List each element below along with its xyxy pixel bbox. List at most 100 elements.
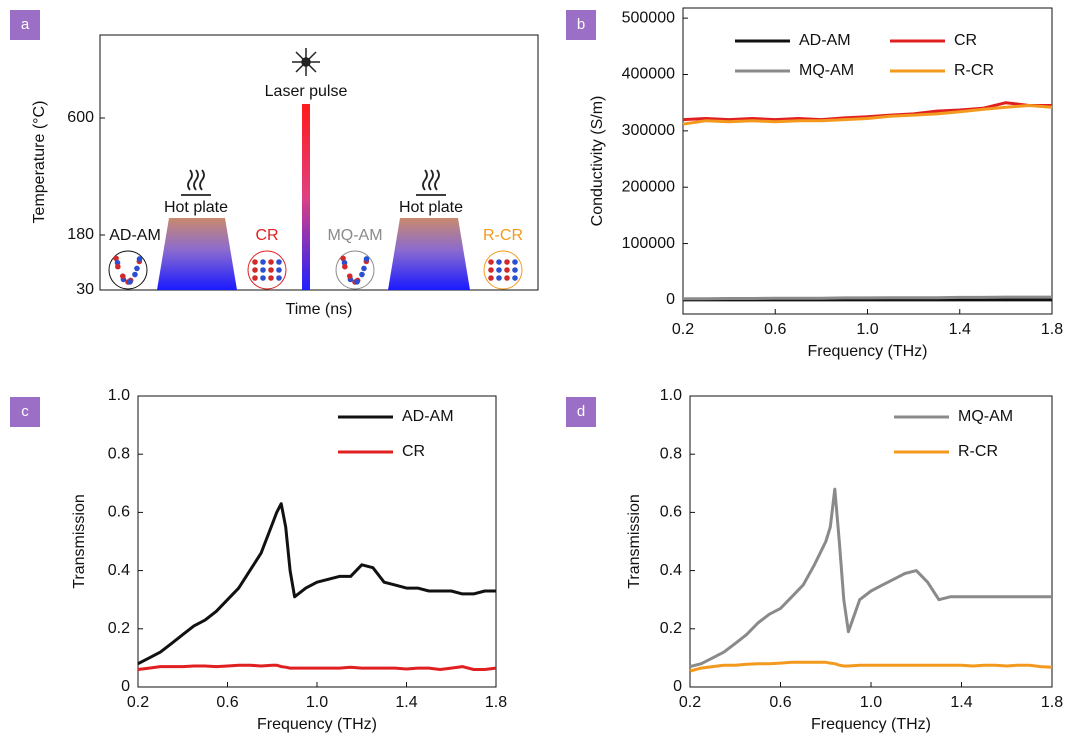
x-tick-label: 1.4 [395,694,417,711]
laser-bar [302,104,310,290]
cluster-outline [247,250,287,290]
y-axis-label: Transmission [71,494,88,589]
data-line [682,101,1052,122]
legend-label: CR [954,32,977,49]
atom [113,255,119,262]
data-line [689,660,1053,673]
panel-badge [566,10,596,40]
y-tick-label: 400000 [622,66,675,83]
y-tick-label: 200000 [622,178,675,195]
atom [268,275,274,281]
atom [354,279,360,285]
atom [342,263,348,270]
atom [252,259,258,265]
y-tick-label: 0.6 [108,504,130,521]
atom [496,259,502,265]
atom [504,267,510,273]
atom [496,267,502,273]
y-axis-label: Temperature (°C) [31,101,48,224]
y-tick-label: 0 [673,678,682,695]
x-axis-label: Frequency (THz) [257,716,377,733]
x-tick-label: 0.6 [216,694,238,711]
x-tick-label: 1.0 [860,694,882,711]
atom [132,271,138,278]
plot-frame [682,7,1053,315]
legend-label: AD-AM [799,32,851,49]
x-tick-label: 0.2 [127,694,149,711]
atom-cluster [108,250,148,290]
atom [361,265,367,272]
y-tick-label: 0.8 [108,445,130,462]
annotation: Hot plate [164,199,228,216]
y-tick-label: 0.6 [660,504,682,521]
panel-label: d [577,403,585,420]
panel-label: c [21,403,29,420]
atom [488,259,494,265]
plot-frame [689,395,1053,688]
plot-frame [137,395,497,688]
atom [260,275,266,281]
atom [252,275,258,281]
y-tick-label: 300000 [622,122,675,139]
x-tick-label: 0.2 [672,321,694,338]
annotation: Hot plate [399,199,463,216]
x-tick-label: 1.0 [856,321,878,338]
y-tick-label: 0.4 [108,562,130,579]
panel-label: a [21,16,30,33]
atom [496,275,502,281]
atom [260,267,266,273]
data-line [137,663,497,671]
y-axis-label: Transmission [626,494,643,589]
atom [512,259,518,265]
atom [488,275,494,281]
atom [504,259,510,265]
atom [127,279,133,285]
legend-label: R-CR [954,62,994,79]
laser-icon [292,48,320,76]
atom [504,275,510,281]
atom [136,256,143,262]
x-tick-label: 1.4 [950,694,972,711]
data-line [682,104,1053,126]
atom [276,259,282,265]
hot-plate-ramp [157,218,237,290]
x-tick-label: 1.8 [1041,321,1063,338]
y-tick-label: 0.4 [660,562,682,579]
x-tick-label: 1.8 [485,694,507,711]
schematic-shapes [99,34,539,291]
panel-badge [566,397,596,427]
annotation: Laser pulse [265,83,348,100]
y-axis-label: Conductivity (S/m) [589,96,606,227]
atom [276,267,282,273]
atom [134,265,140,272]
state-label: CR [255,227,278,244]
state-label: AD-AM [109,227,161,244]
heat-icon [181,169,446,196]
atom [119,273,126,279]
legend-label: MQ-AM [958,408,1013,425]
x-tick-label: 1.4 [949,321,971,338]
panel-badge [10,10,40,40]
y-tick-label: 0.2 [660,620,682,637]
y-tick-label: 0.8 [660,445,682,462]
data-line [683,295,1052,301]
hot-plate-ramp [388,218,470,290]
atom [346,273,353,279]
y-tick-label: 500000 [622,9,675,26]
x-tick-label: 0.6 [769,694,791,711]
atom-cluster [483,250,523,290]
x-axis-label: Frequency (THz) [807,343,927,360]
panel-labels: a b c d [10,10,596,427]
y-tick-label: 1.0 [660,387,682,404]
y-tick-label: 0 [666,291,675,308]
atom [488,267,494,273]
legend-label: CR [402,443,425,460]
atom [115,263,121,270]
atom [363,256,370,262]
y-tick-label: 100000 [622,235,675,252]
atom [268,259,274,265]
data-line [137,502,496,666]
panel-badge [10,397,40,427]
panel-label: b [577,16,585,33]
